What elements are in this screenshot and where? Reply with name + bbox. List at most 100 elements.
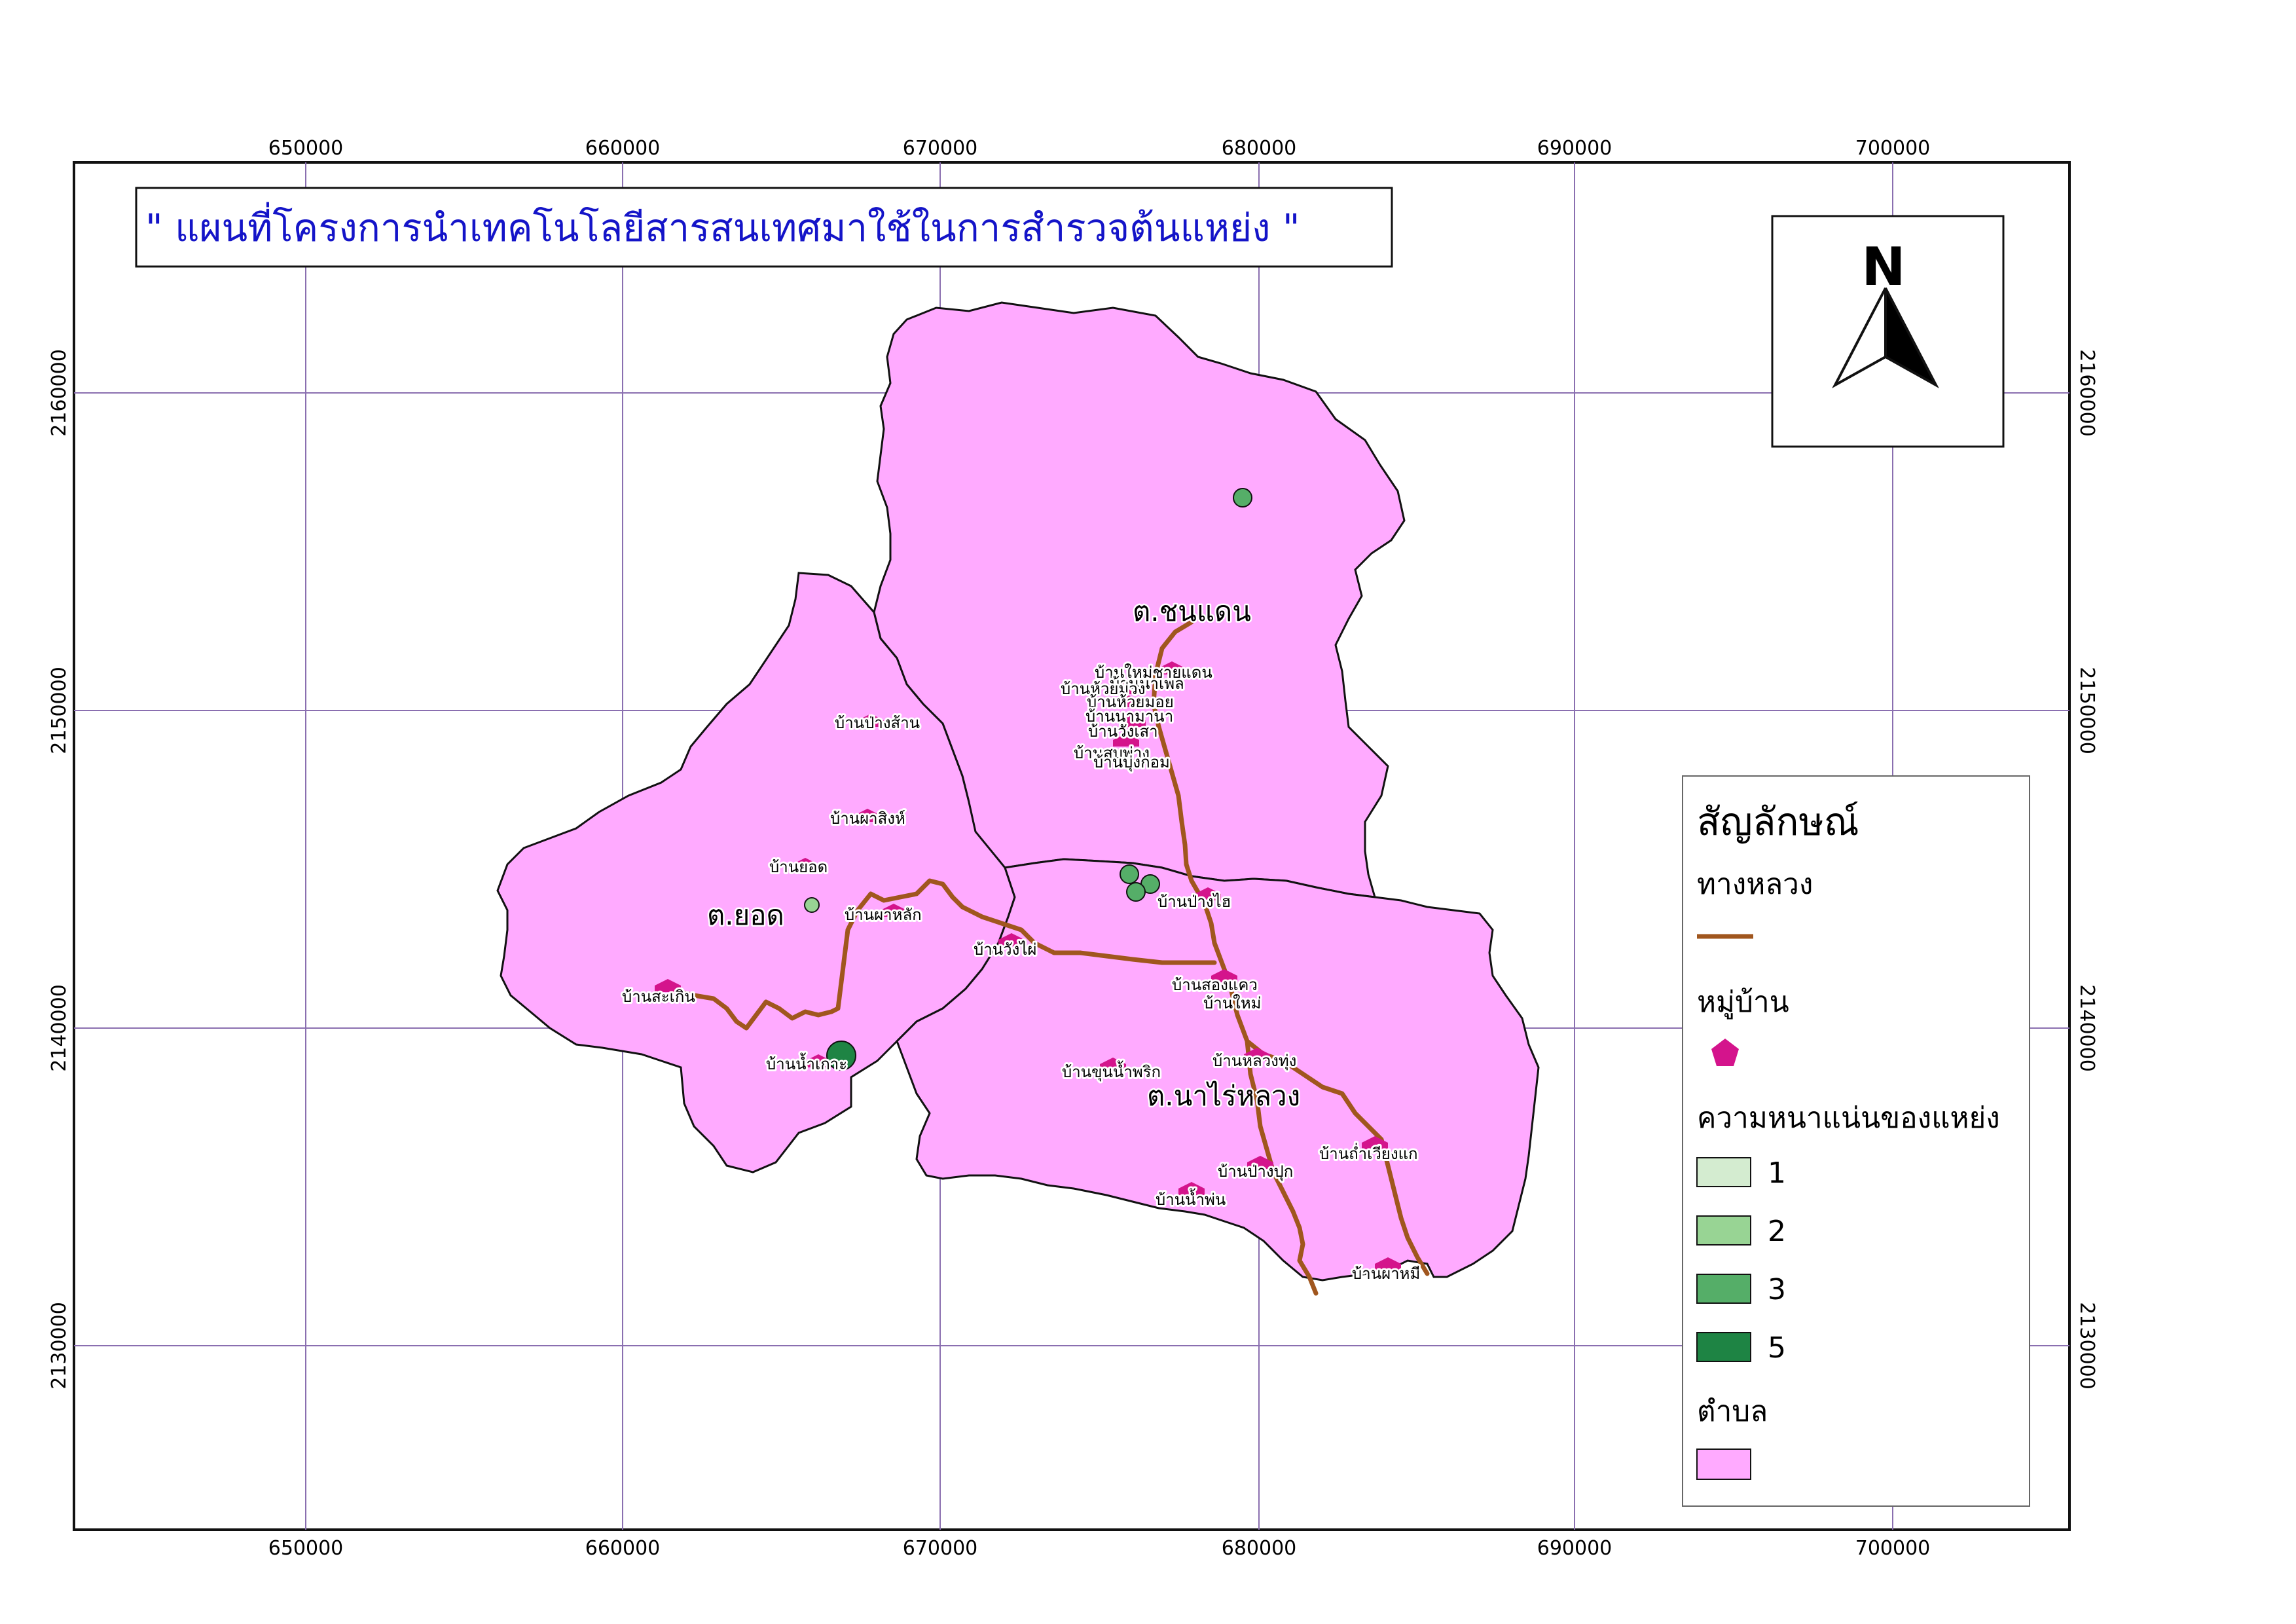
village-label: บ้านห้วยม่วง	[1061, 680, 1146, 698]
grid-label-top: 670000	[903, 137, 978, 160]
village-marker	[1244, 1048, 1270, 1061]
tambon-label: ต.ชนแดน	[1133, 595, 1251, 627]
village-label: บ้านป่างปุก	[1218, 1162, 1293, 1181]
highway-road	[1151, 619, 1319, 1296]
village-label: บ้านป่างส้าน	[835, 714, 920, 732]
village-label: บ้านขุนน้ำพริก	[1062, 1060, 1161, 1082]
village-marker	[1195, 887, 1221, 900]
legend-density-swatch	[1696, 1274, 1751, 1304]
density-point	[804, 897, 820, 913]
village-marker	[1120, 714, 1146, 727]
village-marker	[1211, 969, 1237, 982]
legend-density-value: 5	[1768, 1331, 1786, 1365]
grid-label-left: 2140000	[48, 984, 71, 1072]
legend-box	[1682, 775, 2030, 1507]
village-label: บ้านใหม่	[1203, 994, 1261, 1012]
legend-density-value: 3	[1768, 1273, 1786, 1306]
grid-label-bottom: 670000	[903, 1537, 978, 1560]
grid-label-left: 2160000	[48, 349, 71, 437]
village-label: บ้านผาหลัก	[845, 906, 922, 924]
village-marker	[858, 714, 884, 727]
grid-label-right: 2160000	[2075, 349, 2098, 437]
tambon-label: ต.ยอด	[707, 899, 784, 931]
legend: สัญลักษณ์ ทางหลวง หมู่บ้าน ความหนาแน่นขอ…	[1682, 775, 2030, 1507]
grid-label-bottom: 680000	[1222, 1537, 1297, 1560]
village-marker	[1100, 1058, 1126, 1071]
village-label: บ้านนามานา	[1085, 707, 1173, 726]
village-marker	[881, 904, 907, 917]
legend-tambon-label: ตำบล	[1697, 1395, 1768, 1428]
density-point	[1126, 882, 1146, 902]
village-label: บ้านสะเกิน	[622, 987, 695, 1006]
grid-label-top: 680000	[1222, 137, 1297, 160]
legend-village-label: หมู่บ้าน	[1697, 986, 1789, 1020]
village-labels: บ้านใหม่ชายแดน บ้านนาเพล บ้านห้วยม่วง บ้…	[620, 661, 1422, 1285]
density-point	[1120, 864, 1139, 884]
highway-road	[1245, 1039, 1430, 1276]
legend-density-label: ความหนาแน่นของแหย่ง	[1697, 1101, 2000, 1135]
village-marker	[1113, 681, 1139, 694]
north-arrow-right-half	[1884, 287, 1939, 389]
village-label: บ้านป่างไฮ	[1157, 893, 1231, 911]
village-marker	[1178, 1182, 1205, 1195]
village-markers	[655, 661, 1401, 1270]
legend-density-value: 2	[1768, 1215, 1786, 1248]
village-label: บ้านถ่ำเวียงแก	[1319, 1143, 1418, 1163]
village-marker	[1247, 1156, 1273, 1169]
map-title: " แผนที่โครงการนำเทคโนโลยีสารสนเทศมาใช้ใ…	[135, 187, 1393, 268]
village-marker	[792, 858, 818, 871]
highway-road	[678, 878, 1217, 1031]
village-marker	[1375, 1257, 1401, 1270]
legend-density-swatch	[1696, 1157, 1751, 1187]
grid-label-bottom: 660000	[585, 1537, 661, 1560]
grid-label-bottom: 690000	[1537, 1537, 1613, 1560]
village-label: บ้านใหม่ชายแดน	[1095, 663, 1212, 682]
village-marker	[998, 933, 1025, 946]
legend-density-swatch	[1696, 1215, 1751, 1246]
grid-label-bottom: 700000	[1855, 1537, 1931, 1560]
grid-label-left: 2150000	[48, 667, 71, 754]
tambon-labels: ต.ชนแดน ต.ยอด ต.นาไร่หลวง	[706, 594, 1302, 1114]
north-arrow: N	[1771, 215, 2005, 448]
village-label: บ้านวังเสา	[1088, 722, 1158, 741]
tambon-polygon-nairaluang	[896, 858, 1540, 1282]
legend-density-swatch	[1696, 1332, 1751, 1362]
grid-label-top: 700000	[1855, 137, 1931, 160]
tambon-label: ต.นาไร่หลวง	[1147, 1080, 1300, 1112]
grid-label-right: 2140000	[2075, 984, 2098, 1072]
tambon-polygon-yod	[496, 572, 1016, 1173]
village-label: บ้านน้ำเกาะ	[766, 1052, 847, 1073]
village-label: บ้านนาเพล	[1110, 674, 1184, 693]
village-marker	[1362, 1136, 1388, 1149]
village-label: บ้านวังไผ่	[974, 940, 1036, 959]
village-label: บ้านบุ่งกอม	[1093, 753, 1170, 772]
grid-label-right: 2150000	[2075, 667, 2098, 754]
village-marker	[1113, 733, 1139, 747]
village-marker	[655, 979, 681, 992]
village-marker	[1159, 661, 1185, 674]
density-point	[826, 1041, 856, 1071]
village-label: บ้านสบพ่าง	[1074, 744, 1150, 762]
village-marker	[1113, 694, 1139, 707]
village-marker-icon	[1711, 1039, 1739, 1066]
title-text: " แผนที่โครงการนำเทคโนโลยีสารสนเทศมาใช้ใ…	[145, 202, 1300, 250]
village-label: บ้านผาสิงห์	[830, 809, 905, 828]
village-marker	[805, 1054, 831, 1067]
village-label: บ้านสองแคว	[1172, 976, 1258, 994]
highway-roads	[678, 619, 1430, 1296]
village-label: บ้านน้ำพ่น	[1156, 1188, 1226, 1209]
village-label: บ้านห้วยมอย	[1087, 693, 1174, 711]
legend-tambon-swatch	[1696, 1449, 1751, 1480]
village-label: บ้านผาหมี	[1352, 1264, 1420, 1283]
grid-label-left: 2130000	[48, 1302, 71, 1390]
tambon-polygons	[496, 301, 1540, 1282]
grid-label-top: 650000	[268, 137, 344, 160]
grid-label-top: 690000	[1537, 137, 1613, 160]
legend-road-label: ทางหลวง	[1697, 868, 1813, 901]
village-label: บ้านหลวงทุ่ง	[1212, 1052, 1296, 1071]
title-box	[135, 187, 1393, 268]
grid-label-bottom: 650000	[268, 1537, 344, 1560]
grid-label-top: 660000	[585, 137, 661, 160]
density-points	[804, 488, 1252, 1071]
